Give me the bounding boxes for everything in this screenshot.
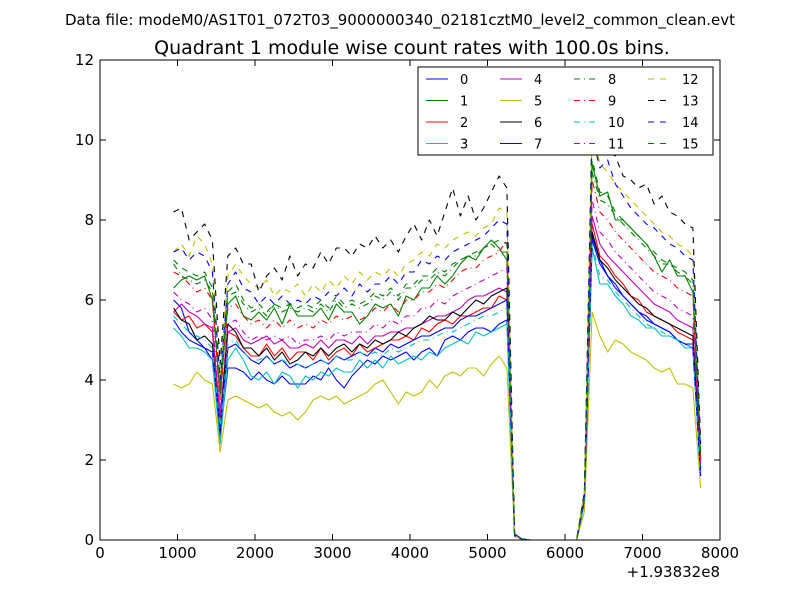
- x-tick-label: 3000: [313, 544, 351, 562]
- legend-label-9: 9: [608, 95, 616, 110]
- x-tick-label: 6000: [546, 544, 584, 562]
- series-line-6: [173, 231, 702, 541]
- axes: 0 1000 2000 3000 4000 5000 6000 7000 80000246810…: [75, 51, 739, 562]
- series-line-8: [173, 171, 702, 541]
- series-line-12: [173, 127, 702, 541]
- series-line-14: [173, 135, 702, 541]
- y-tick-label: 12: [75, 51, 94, 69]
- legend-label-14: 14: [682, 116, 699, 131]
- x-tick-label: 0: [95, 544, 105, 562]
- x-tick-label: 5000: [468, 544, 506, 562]
- series-line-10: [173, 243, 702, 541]
- x-tick-label: 8000: [701, 544, 739, 562]
- series-line-11: [173, 199, 702, 541]
- series-line-2: [173, 223, 702, 541]
- legend-label-11: 11: [608, 138, 625, 153]
- legend-label-3: 3: [460, 138, 468, 153]
- legend-box: [417, 66, 714, 156]
- chart-title: Quadrant 1 module wise count rates with …: [154, 37, 670, 59]
- y-tick-label: 0: [84, 531, 94, 549]
- series-line-3: [173, 247, 702, 541]
- legend-label-8: 8: [608, 73, 616, 88]
- series-line-4: [173, 215, 702, 541]
- legend-label-6: 6: [534, 116, 542, 131]
- legend-label-0: 0: [460, 73, 468, 88]
- x-tick-label: 2000: [236, 544, 274, 562]
- legend-label-7: 7: [534, 138, 542, 153]
- series-line-7: [173, 239, 702, 541]
- series-line-5: [173, 311, 702, 541]
- y-tick-label: 6: [84, 291, 94, 309]
- legend-label-1: 1: [460, 95, 468, 110]
- legend-label-12: 12: [682, 73, 699, 88]
- legend-label-4: 4: [534, 73, 542, 88]
- legend-label-13: 13: [682, 95, 699, 110]
- series-line-15: [173, 159, 702, 541]
- x-tick-label: 1000: [158, 544, 196, 562]
- x-tick-label: 4000: [391, 544, 429, 562]
- series-line-1: [173, 163, 702, 541]
- legend-label-15: 15: [682, 138, 699, 153]
- legend-label-2: 2: [460, 116, 468, 131]
- y-tick-label: 4: [84, 371, 94, 389]
- y-tick-label: 2: [84, 451, 94, 469]
- y-tick-label: 10: [75, 131, 94, 149]
- x-tick-label: 7000: [623, 544, 661, 562]
- legend-label-5: 5: [534, 95, 542, 110]
- chart-suptitle: Data file: modeM0/AS1T01_072T03_90000003…: [65, 11, 735, 30]
- legend-label-10: 10: [608, 116, 625, 131]
- x-offset-label: +1.93832e8: [627, 563, 720, 581]
- y-tick-label: 8: [84, 211, 94, 229]
